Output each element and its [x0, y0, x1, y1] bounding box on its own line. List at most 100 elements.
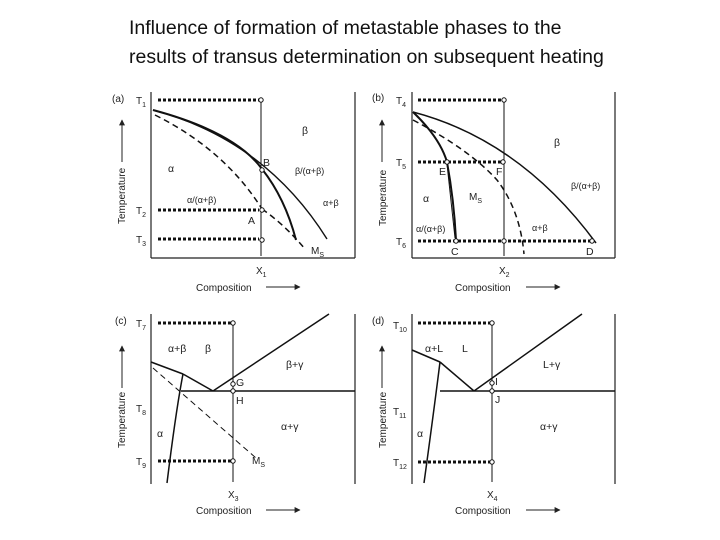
panel-d-alpha-region: α	[417, 428, 423, 440]
panel-d-point-j	[489, 388, 495, 394]
panel-a-beta-solvus-label: β/(α+β)	[295, 166, 324, 176]
panel-b-x-label: Composition	[455, 283, 511, 294]
slide-title: Influence of formation of metastable pha…	[129, 14, 699, 72]
panel-a-b-label: B	[263, 157, 270, 169]
panel-a-metastable-solvus	[154, 114, 263, 210]
panel-d-marker-t10	[489, 320, 495, 326]
panel-d-point-i	[489, 380, 495, 386]
panel-a-alpha-beta-region: α+β	[323, 198, 339, 208]
panel-d-j-label: J	[495, 394, 500, 406]
panel-d-alpha-gamma-region: α+γ	[540, 421, 558, 433]
panel-b-marker-t6	[501, 238, 507, 244]
panel-c-h-label: H	[236, 395, 244, 407]
panel-a-ms-label: MS	[311, 246, 324, 259]
panel-b-y-label: Temperature	[378, 169, 389, 226]
panel-a-x1-label: X1	[256, 266, 267, 279]
panel-d-t12-label: T12	[393, 458, 407, 471]
panel-d-gamma-liquidus	[473, 313, 583, 392]
panel-c-g-label: G	[236, 377, 244, 389]
panel-a-alpha-solvus	[152, 109, 263, 170]
panel-d-marker-t12	[489, 459, 495, 465]
panel-b-point-f	[500, 159, 506, 165]
panel-a: (a) Temperature Composition T1 T2 T3 B A…	[112, 92, 356, 294]
panel-b-point-e	[444, 159, 450, 165]
panel-b-ms-label: MS	[469, 192, 482, 205]
panel-c-tag: (c)	[115, 316, 127, 327]
panel-c-t7-label: T7	[136, 319, 146, 332]
panel-a-point-a	[259, 207, 265, 213]
panel-c-point-h	[230, 388, 236, 394]
panel-b-beta-region: β	[554, 137, 560, 149]
panel-a-t1-label: T1	[136, 96, 146, 109]
panel-b-marker-t4	[501, 97, 507, 103]
panel-d: (d) Temperature Composition T10 T11 T12 …	[372, 313, 616, 517]
panel-c-beta-liquidus	[182, 373, 214, 392]
panel-d-alpha-solvus	[423, 361, 441, 484]
panel-d-alpha-liquid-region: α+L	[425, 343, 443, 355]
panel-d-t10-label: T10	[393, 321, 407, 334]
panel-c-alpha-solvus	[166, 373, 184, 484]
panel-b-e-label: E	[439, 166, 446, 178]
panel-a-alpha-region: α	[168, 163, 174, 175]
panel-a-beta-region: β	[302, 125, 308, 137]
panel-c-point-g	[230, 381, 236, 387]
panel-d-liquid-line	[439, 361, 475, 392]
panel-d-y-label: Temperature	[378, 391, 389, 448]
panel-d-i-label: I	[495, 376, 498, 388]
panel-a-t3-label: T3	[136, 235, 146, 248]
panel-a-alpha-solvus-lower	[261, 168, 297, 241]
panel-b-alpha-region: α	[423, 193, 429, 205]
panel-a-x-label: Composition	[196, 283, 252, 294]
panel-c-gamma-line	[212, 313, 330, 392]
panel-c-x3-label: X3	[228, 490, 239, 503]
panel-b-x2-label: X2	[499, 266, 510, 279]
panel-b-t5-label: T5	[396, 158, 406, 171]
panel-b-d-label: D	[586, 246, 594, 258]
panel-a-a-label: A	[248, 215, 255, 227]
panel-a-y-label: Temperature	[117, 167, 128, 224]
panel-d-liquid-gamma-region: L+γ	[543, 359, 561, 371]
panel-b-metastable-solvus	[412, 119, 525, 255]
panel-c-alpha-region: α	[157, 428, 163, 440]
panel-d-liquid-region: L	[462, 343, 468, 355]
panel-c: (c) Temperature Composition T7 T8 T9 G H…	[115, 313, 356, 517]
panel-b-t4-label: T4	[396, 96, 406, 109]
panel-b-point-d	[589, 238, 595, 244]
panel-b-alpha-beta-region: α+β	[532, 223, 548, 233]
panel-c-beta-gamma-region: β+γ	[286, 359, 304, 371]
panel-d-alpha-liquidus	[411, 349, 441, 363]
panel-d-x-label: Composition	[455, 506, 511, 517]
panel-c-beta-region: β	[205, 343, 211, 355]
title-line-2: results of transus determination on subs…	[129, 46, 604, 68]
panel-c-x-label: Composition	[196, 506, 252, 517]
panel-b-alpha-solvus-label: α/(α+β)	[416, 224, 445, 234]
panel-b-beta-solvus-label: β/(α+β)	[571, 181, 600, 191]
panel-a-tag: (a)	[112, 94, 124, 105]
panel-b-e-drop	[446, 163, 456, 239]
panel-b-tag: (b)	[372, 93, 384, 104]
panel-b-t6-label: T6	[396, 237, 406, 250]
panel-d-tag: (d)	[372, 316, 384, 327]
panel-c-beta-solvus	[150, 361, 184, 375]
panel-c-marker-t7	[230, 320, 236, 326]
panel-c-ms-label: MS	[252, 456, 265, 469]
panel-d-t11-label: T11	[393, 407, 406, 420]
panel-a-marker-t3	[259, 237, 265, 243]
panel-c-ms-line	[152, 367, 257, 459]
panel-b-f-label: F	[496, 166, 502, 178]
panel-c-y-label: Temperature	[117, 391, 128, 448]
panel-c-t8-label: T8	[136, 404, 146, 417]
panel-b: (b) Temperature Composition T4 T5 T6 E F…	[372, 92, 616, 294]
panel-c-alpha-gamma-region: α+γ	[281, 421, 299, 433]
panel-c-t9-label: T9	[136, 457, 146, 470]
panel-b-beta-transus	[412, 111, 597, 244]
panel-b-c-label: C	[451, 246, 459, 258]
panel-a-alpha-solvus-label: α/(α+β)	[187, 195, 216, 205]
panel-b-point-c	[453, 238, 459, 244]
panel-a-point-b	[259, 167, 265, 173]
panel-a-beta-transus	[152, 109, 328, 240]
panel-c-alpha-beta-region: α+β	[168, 343, 186, 355]
panel-c-marker-t9	[230, 458, 236, 464]
panel-a-ms-line	[261, 208, 306, 250]
